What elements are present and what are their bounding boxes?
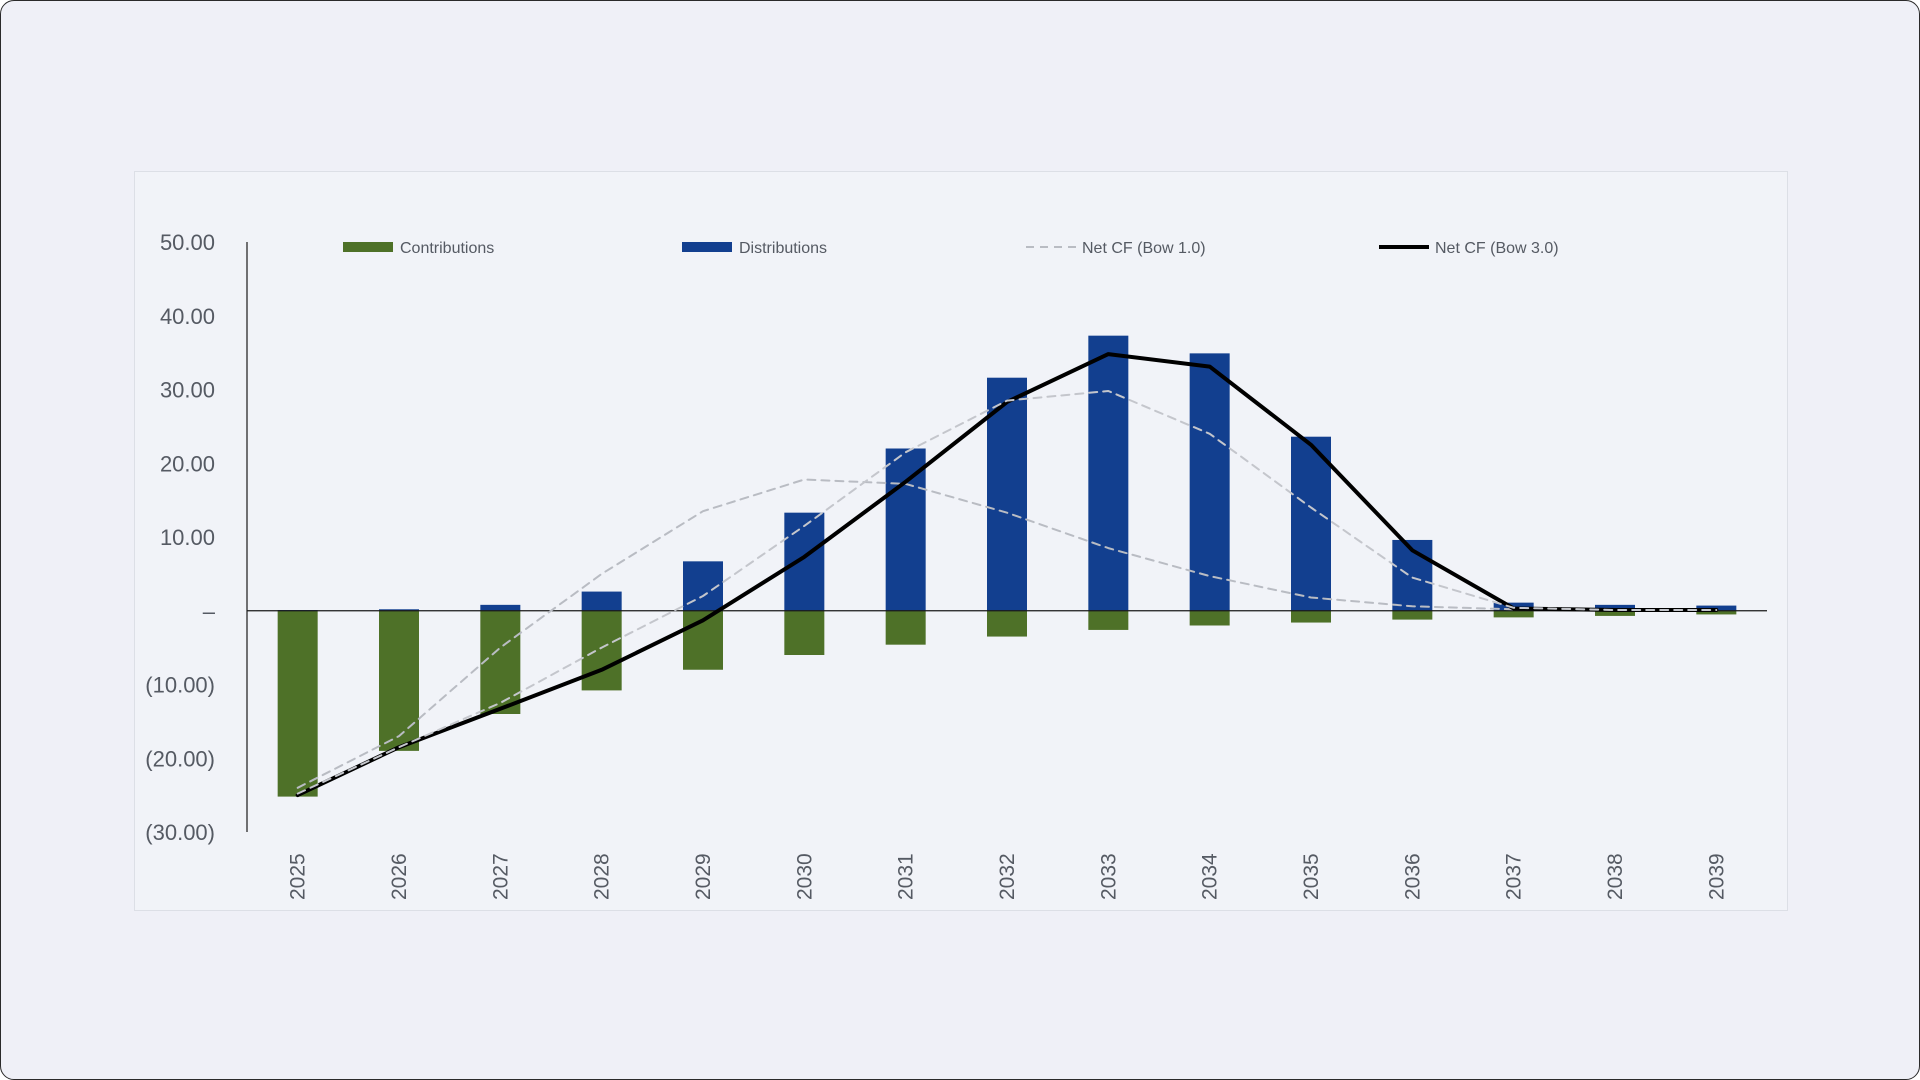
x-tick-label: 2032 bbox=[996, 853, 1019, 900]
x-tick-label: 2030 bbox=[793, 853, 816, 900]
contributions-bar-2032 bbox=[987, 610, 1027, 637]
legend-label: Net CF (Bow 1.0) bbox=[1082, 240, 1206, 257]
y-tick-label: – bbox=[203, 599, 216, 624]
y-tick-label: 30.00 bbox=[160, 378, 215, 403]
y-tick-label: 10.00 bbox=[160, 525, 215, 550]
legend-swatch bbox=[343, 242, 393, 252]
distributions-bar-2031 bbox=[885, 448, 926, 611]
y-tick-label: (20.00) bbox=[145, 746, 215, 771]
y-tick-label: 40.00 bbox=[160, 304, 215, 329]
y-tick-label: (30.00) bbox=[145, 820, 215, 845]
y-tick-label: 50.00 bbox=[160, 230, 215, 255]
chart-panel: 50.00 40.00 30.00 20.00 10.00 – (10.00) (20.00)… bbox=[134, 171, 1788, 911]
contributions-bar-2035 bbox=[1291, 610, 1331, 623]
x-tick-label: 2037 bbox=[1503, 853, 1526, 900]
distributions-bar-2030 bbox=[784, 512, 825, 611]
x-tick-label: 2026 bbox=[388, 853, 411, 900]
distributions-bar-2033 bbox=[1088, 335, 1129, 611]
contributions-bar-2028 bbox=[581, 610, 622, 691]
lines-layer bbox=[295, 352, 1719, 798]
x-tick-label: 2027 bbox=[489, 853, 512, 900]
x-tick-label: 2025 bbox=[287, 853, 310, 900]
distributions-bar-2035 bbox=[1291, 436, 1331, 611]
legend-swatch bbox=[682, 242, 732, 252]
distributions-bar-2034 bbox=[1189, 353, 1230, 611]
distributions-bar-2032 bbox=[987, 377, 1027, 611]
legend: Contributions Distributions Net CF (Bow 1.… bbox=[343, 240, 1559, 257]
legend-label: Contributions bbox=[400, 240, 494, 257]
contributions-bar-2038 bbox=[1595, 610, 1635, 616]
contributions-bar-2036 bbox=[1392, 610, 1433, 620]
net-cf-bow-3-0--line bbox=[295, 352, 1719, 798]
contributions-bar-2030 bbox=[784, 610, 825, 655]
cash-flow-chart: 50.00 40.00 30.00 20.00 10.00 – (10.00) (20.00)… bbox=[145, 230, 1767, 900]
x-tick-label: 2038 bbox=[1604, 853, 1627, 900]
y-tick-label: 20.00 bbox=[160, 451, 215, 476]
unlabeled-dashed-series-line bbox=[296, 390, 1718, 795]
bars-layer bbox=[277, 335, 1737, 797]
x-tick-label: 2039 bbox=[1705, 853, 1728, 900]
contributions-bar-2027 bbox=[480, 610, 521, 714]
distributions-bar-2027 bbox=[480, 604, 521, 611]
x-tick-label: 2031 bbox=[895, 853, 918, 900]
legend-label: Net CF (Bow 3.0) bbox=[1435, 240, 1559, 257]
contributions-bar-2026 bbox=[379, 610, 419, 751]
x-tick-label: 2028 bbox=[591, 853, 614, 900]
x-tick-label: 2034 bbox=[1199, 853, 1222, 900]
legend-label: Distributions bbox=[739, 240, 827, 257]
x-tick-label: 2029 bbox=[692, 853, 715, 900]
axes-layer: 50.00 40.00 30.00 20.00 10.00 – (10.00) (20.00)… bbox=[145, 230, 1767, 900]
contributions-bar-2039 bbox=[1696, 610, 1737, 615]
contributions-bar-2031 bbox=[885, 610, 926, 645]
distributions-bar-2028 bbox=[581, 591, 622, 611]
distributions-bar-2026 bbox=[379, 609, 419, 611]
contributions-bar-2033 bbox=[1088, 610, 1129, 630]
contributions-bar-2037 bbox=[1493, 610, 1534, 618]
x-tick-label: 2035 bbox=[1300, 853, 1323, 900]
x-tick-label: 2036 bbox=[1401, 853, 1424, 900]
contributions-bar-2034 bbox=[1189, 610, 1230, 626]
contributions-bar-2025 bbox=[277, 610, 318, 797]
x-tick-label: 2033 bbox=[1097, 853, 1120, 900]
y-tick-label: (10.00) bbox=[145, 673, 215, 698]
net-cf-bow-1-0--line bbox=[296, 478, 1718, 789]
distributions-bar-2038 bbox=[1595, 604, 1635, 611]
